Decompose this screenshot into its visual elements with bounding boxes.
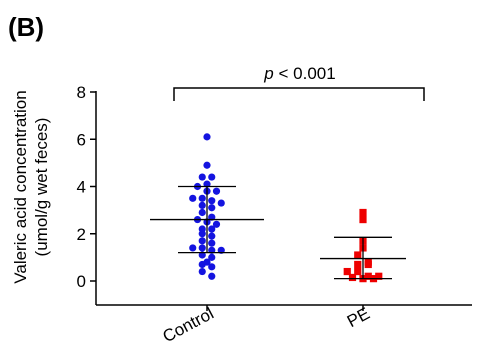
pe-point: [364, 258, 372, 266]
y-axis-label-line2: (umol/g wet feces): [32, 118, 51, 257]
error-bars: [150, 185, 406, 280]
control-point: [208, 197, 216, 205]
control-point: [212, 187, 221, 195]
control-point: [198, 225, 206, 233]
significance-bracket: p < 0.001: [173, 64, 425, 101]
x-tick-label: Control: [160, 304, 217, 347]
y-tick-label: 2: [77, 225, 86, 244]
y-tick-label: 4: [77, 178, 86, 197]
y-tick-label: 0: [77, 272, 86, 291]
control-point: [198, 201, 206, 209]
pe-point: [359, 208, 367, 217]
bracket-line: [173, 87, 425, 101]
axes: [95, 91, 472, 306]
pe-point: [343, 267, 351, 276]
pe-point: [354, 267, 362, 276]
control-point: [198, 173, 206, 181]
p-value-text: < 0.001: [274, 64, 336, 83]
control-point: [208, 263, 216, 271]
control-point: [208, 173, 216, 181]
pe-point: [348, 273, 357, 282]
data-points: [189, 133, 383, 283]
pe-point: [364, 272, 372, 280]
x-tick-label: PE: [344, 304, 373, 331]
x-ticks: Control PE: [160, 304, 373, 347]
control-point: [198, 237, 206, 245]
pe-point: [354, 251, 362, 259]
p-value-label: p < 0.001: [263, 64, 335, 83]
control-point: [203, 258, 211, 266]
y-tick-label: 8: [77, 83, 86, 102]
y-axis-label: Valeric acid concentration (umol/g wet f…: [11, 90, 51, 283]
control-point: [217, 199, 225, 207]
y-axis-label-line1: Valeric acid concentration: [11, 90, 30, 283]
control-point: [208, 253, 216, 261]
control-point: [208, 232, 216, 240]
panel-label: (B): [8, 12, 44, 42]
p-value-italic: p: [263, 64, 273, 83]
y-tick-label: 6: [77, 130, 86, 149]
control-point: [208, 272, 216, 280]
control-point: [203, 161, 211, 169]
pe-point: [375, 272, 383, 280]
control-point: [208, 225, 216, 233]
control-point: [203, 133, 211, 141]
control-point: [198, 194, 206, 202]
control-point: [198, 267, 206, 276]
control-point: [208, 239, 216, 247]
control-point: [189, 194, 197, 202]
control-point: [198, 244, 206, 252]
control-point: [208, 204, 216, 212]
pe-point: [359, 215, 367, 224]
control-point: [198, 208, 206, 217]
control-point: [212, 220, 221, 228]
y-ticks: 0 2 4 6 8: [77, 83, 96, 291]
control-point: [189, 244, 197, 252]
pe-point: [354, 260, 362, 269]
